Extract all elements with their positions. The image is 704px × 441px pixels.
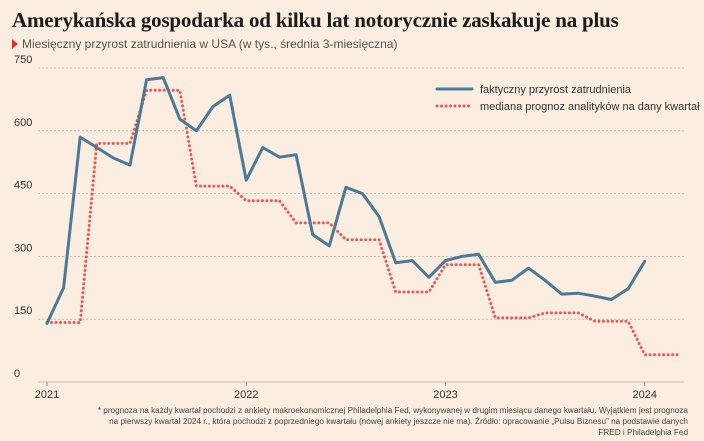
x-tick-label: 2022	[234, 389, 258, 401]
grid-lines	[38, 67, 684, 383]
y-tick-label: 150	[14, 305, 32, 317]
actual-series-line	[45, 76, 647, 325]
footnote-line-1: * prognoza na każdy kwartał pochodzi z a…	[97, 406, 688, 415]
x-tick-label: 2021	[35, 389, 59, 401]
chart-subtitle-text: Miesięczny przyrost zatrudnienia w USA (…	[22, 37, 398, 51]
legend: faktyczny przyrost zatrudnienia mediana p…	[435, 84, 700, 113]
x-tick-label: 2024	[633, 389, 657, 401]
y-tick-label: 450	[14, 180, 32, 192]
legend-label: faktyczny przyrost zatrudnienia	[480, 84, 632, 96]
red-triangle-icon	[12, 39, 18, 49]
y-tick-label: 0	[14, 368, 20, 380]
y-tick-label: 600	[14, 117, 32, 129]
footnote: * prognoza na każdy kwartał pochodzi z a…	[88, 405, 688, 438]
legend-label: mediana prognoz analityków na dany kwart…	[480, 101, 700, 113]
series-lines	[45, 76, 680, 357]
y-tick-label: 300	[14, 242, 32, 254]
footnote-line-2: na pierwszy kwartał 2024 r., która pocho…	[109, 417, 688, 437]
y-axis-ticks: 0 150 300 450 600 750	[14, 54, 32, 380]
x-tick-label: 2023	[433, 389, 457, 401]
chart-subtitle: Miesięczny przyrost zatrudnienia w USA (…	[12, 37, 397, 51]
y-tick-label: 750	[14, 54, 32, 66]
forecast-series-line	[45, 88, 680, 357]
x-axis-ticks: 2021 2022 2023 2024	[35, 382, 657, 401]
chart-title: Amerykańska gospodarka od kilku lat noto…	[12, 8, 619, 32]
